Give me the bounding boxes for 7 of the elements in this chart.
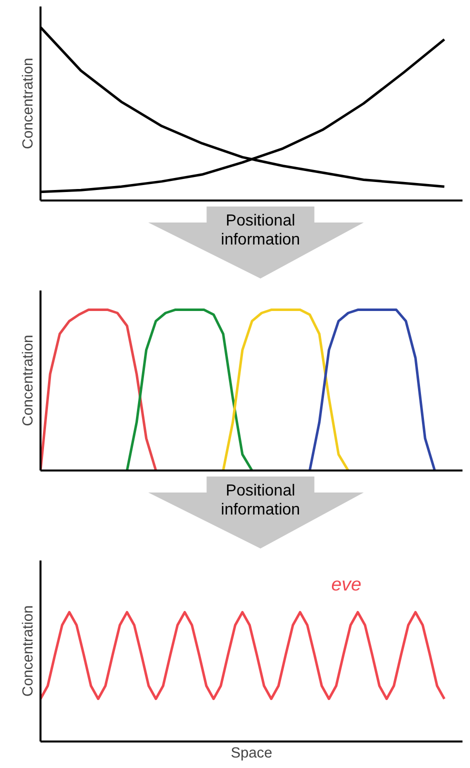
y-axis-title: Concentration [20,605,36,697]
x-axis-title: Space [230,746,272,762]
series-label: eve [331,573,362,594]
text: Positional information [220,482,300,518]
y-axis-title: Concentration [20,58,36,150]
text: Positional information [220,212,300,248]
y-axis-title: Concentration [20,334,36,426]
